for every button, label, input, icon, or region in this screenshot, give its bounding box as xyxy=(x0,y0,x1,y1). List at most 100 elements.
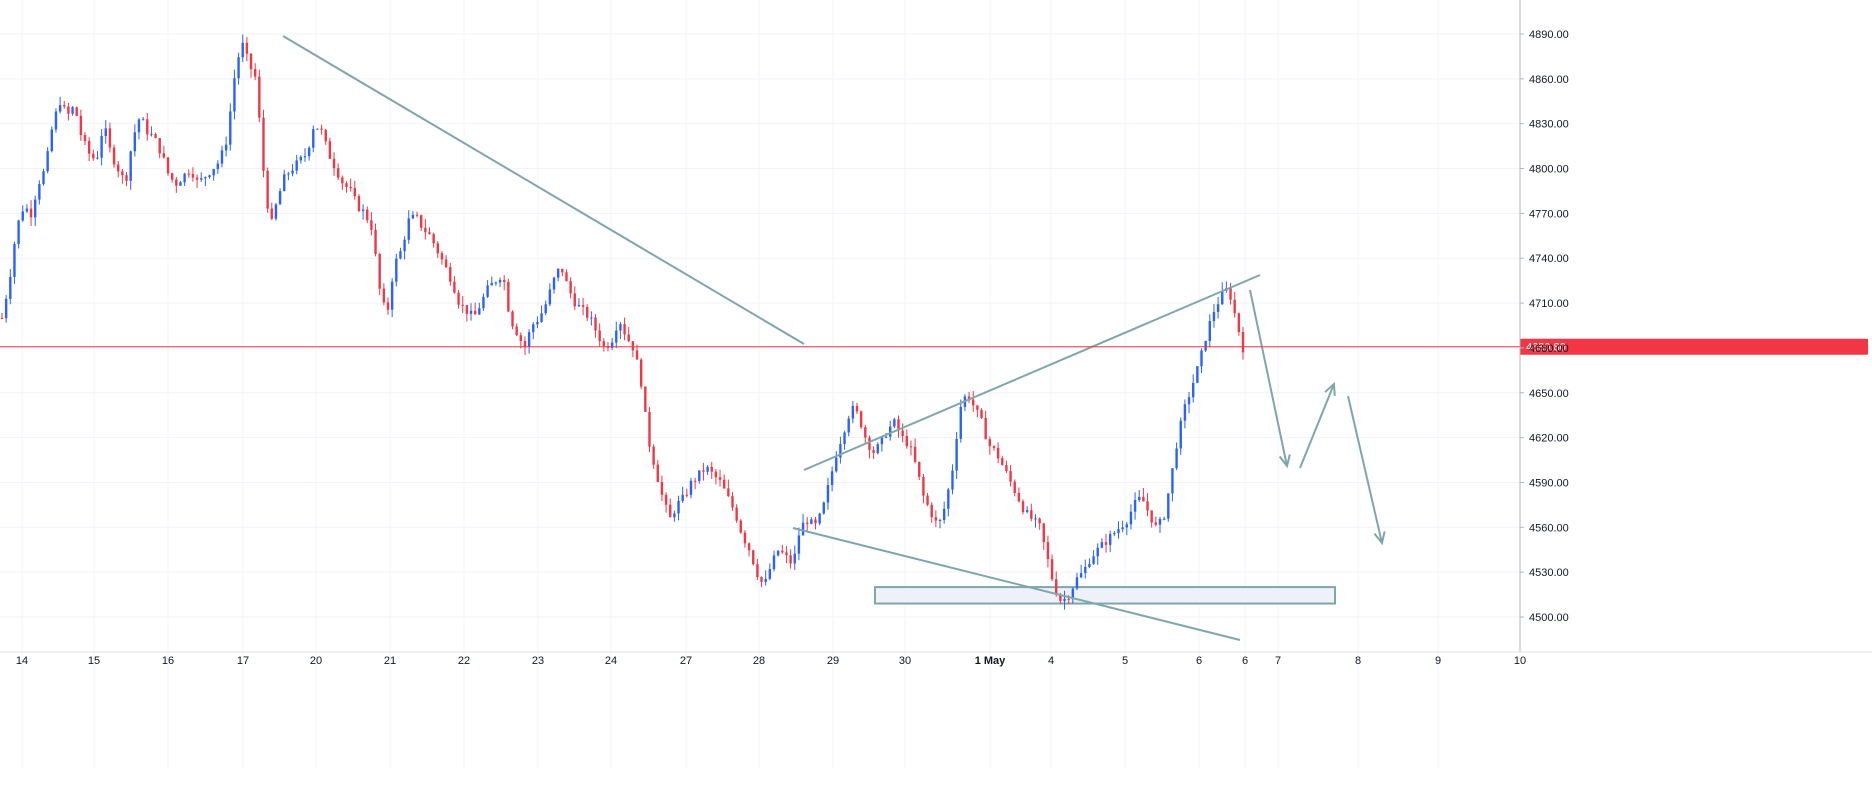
candle xyxy=(515,323,518,337)
candle-body xyxy=(249,53,253,70)
candle xyxy=(756,558,759,581)
candle-body xyxy=(735,507,738,521)
candle-body xyxy=(42,171,45,185)
candle-body xyxy=(395,258,398,282)
candle-body xyxy=(527,332,531,347)
candle xyxy=(727,479,730,498)
candle xyxy=(303,148,307,162)
candle-body xyxy=(121,171,124,176)
descending-trendline xyxy=(282,35,805,345)
candle-body xyxy=(1200,350,1203,367)
candle-body xyxy=(0,318,4,320)
candle-body xyxy=(660,481,664,495)
candle-body xyxy=(324,129,327,142)
candle-body xyxy=(146,119,149,135)
candle xyxy=(967,392,971,404)
projection-arrow-up xyxy=(1299,381,1336,469)
candle-body xyxy=(959,406,962,439)
candle xyxy=(1162,516,1166,521)
candle-body xyxy=(67,106,70,114)
upper-channel-line xyxy=(803,274,1261,471)
candle-body xyxy=(54,111,58,130)
candle xyxy=(685,488,689,498)
candle xyxy=(432,232,435,248)
candle xyxy=(374,223,377,257)
candle-body xyxy=(245,42,249,54)
candle-body xyxy=(1154,522,1158,525)
candle xyxy=(87,137,91,162)
candle-body xyxy=(507,281,510,312)
candle-body xyxy=(972,399,975,406)
candle-body xyxy=(411,214,415,219)
candle-body xyxy=(942,508,946,520)
candle-body xyxy=(1171,468,1174,494)
candle-body xyxy=(515,326,518,336)
candle-body xyxy=(1001,458,1004,466)
candle-body xyxy=(92,153,95,159)
candle-body xyxy=(523,341,527,347)
candle xyxy=(278,188,282,205)
candle xyxy=(1063,590,1066,610)
candle xyxy=(561,268,564,277)
candle-body xyxy=(415,214,419,216)
candle xyxy=(386,297,390,315)
candle-body xyxy=(166,157,170,174)
candle-body xyxy=(1088,563,1091,568)
candle-body xyxy=(1096,547,1099,557)
candle-body xyxy=(1179,420,1182,449)
candle xyxy=(805,516,809,533)
candle-body xyxy=(1237,313,1241,333)
candle-body xyxy=(108,128,112,148)
candle-body xyxy=(847,418,850,433)
candle xyxy=(581,297,585,316)
projection-arrow-down-1 xyxy=(1249,289,1291,469)
arrow-head xyxy=(1278,454,1291,469)
candle-body xyxy=(498,279,502,283)
candle xyxy=(814,516,817,530)
candle xyxy=(104,120,107,144)
candle-body xyxy=(930,504,933,518)
candle xyxy=(594,314,597,338)
candle-body xyxy=(652,446,655,465)
candle-body xyxy=(581,304,585,307)
candle xyxy=(922,473,925,504)
candle xyxy=(54,108,58,133)
candle-body xyxy=(100,136,103,158)
candle xyxy=(789,549,792,569)
candle xyxy=(743,530,747,548)
candle xyxy=(440,251,444,265)
candle xyxy=(1100,538,1104,549)
candle xyxy=(1025,506,1029,514)
candle-body xyxy=(835,457,838,472)
candle-body xyxy=(561,268,564,273)
candle-body xyxy=(1150,510,1153,523)
candle-body xyxy=(731,496,734,508)
candle xyxy=(237,52,240,85)
candle-body xyxy=(1108,534,1112,545)
drawings xyxy=(282,35,1386,641)
candle-body xyxy=(303,156,307,158)
candle xyxy=(17,219,20,249)
candle-body xyxy=(1113,533,1116,535)
candle xyxy=(175,176,178,193)
candle xyxy=(4,294,8,323)
candle-body xyxy=(449,267,452,282)
candle-body xyxy=(63,105,66,107)
candle-body xyxy=(884,436,888,438)
projection-arrow-down-2 xyxy=(1347,395,1386,546)
candle-body xyxy=(980,409,983,418)
candle xyxy=(229,103,232,151)
candle xyxy=(183,172,186,186)
candle xyxy=(287,171,290,181)
candle xyxy=(801,513,805,536)
candle xyxy=(992,445,996,451)
candle-body xyxy=(336,168,340,178)
candle-body xyxy=(1055,579,1058,595)
x-tick-label: 8 xyxy=(1355,655,1361,667)
candle xyxy=(918,461,921,481)
x-tick-label: 20 xyxy=(310,655,322,667)
candle xyxy=(399,247,402,260)
candle-body xyxy=(805,522,809,524)
y-tick-label: 4680.00 xyxy=(1529,343,1569,355)
